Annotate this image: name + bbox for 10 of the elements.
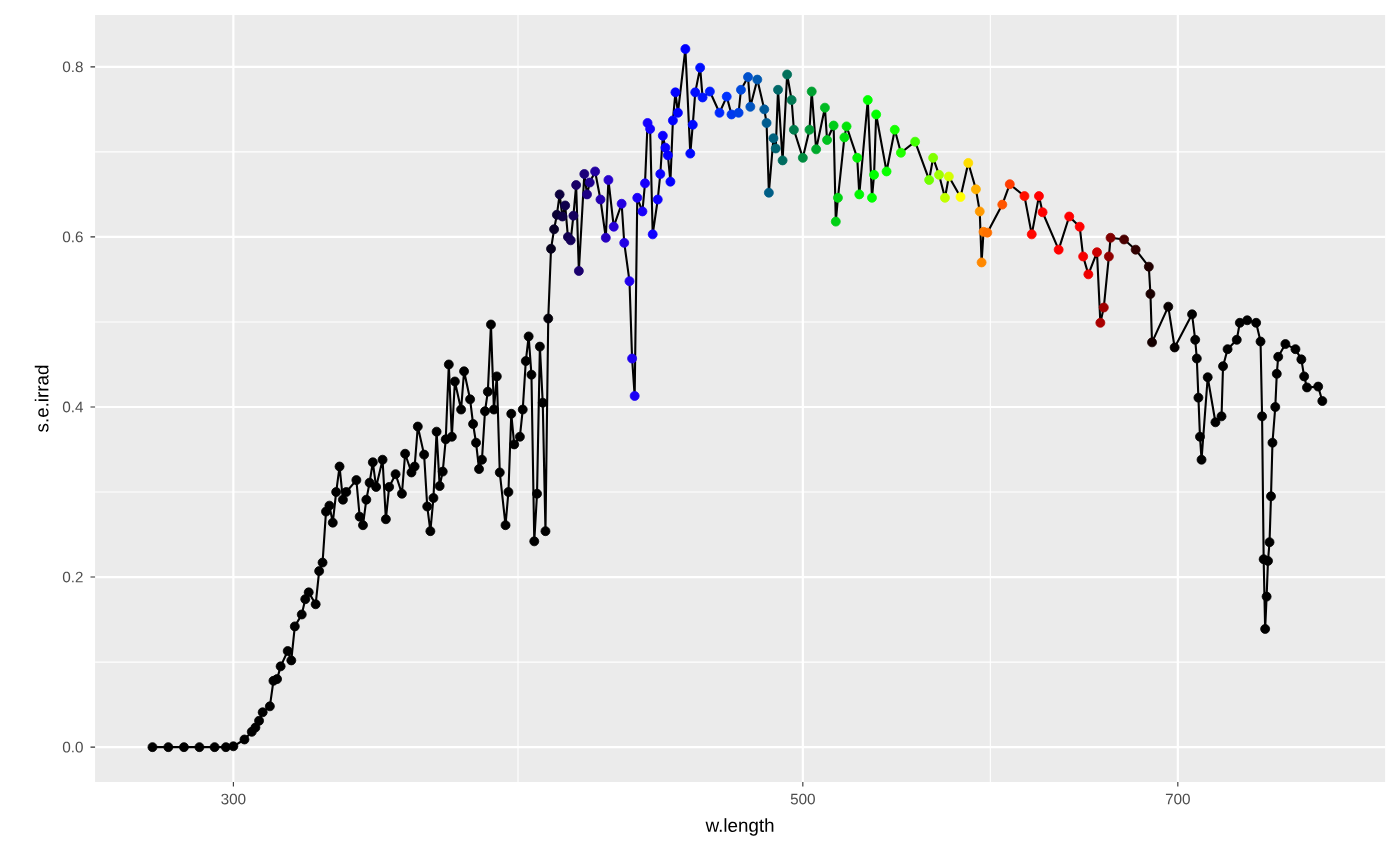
x-tick-label: 700 <box>1165 793 1190 805</box>
y-tick-label: 0.4 <box>62 401 84 413</box>
y-tick-label: 0.8 <box>62 61 83 73</box>
y-axis-title: s.e.irrad <box>34 365 49 432</box>
y-tick-label: 0.0 <box>62 741 83 753</box>
y-tick-label: 0.6 <box>62 231 83 243</box>
x-axis-title: w.length <box>705 818 774 836</box>
x-tick-label: 500 <box>790 793 815 805</box>
y-tick-label: 0.2 <box>62 571 83 583</box>
x-tick-label: 300 <box>221 793 246 805</box>
